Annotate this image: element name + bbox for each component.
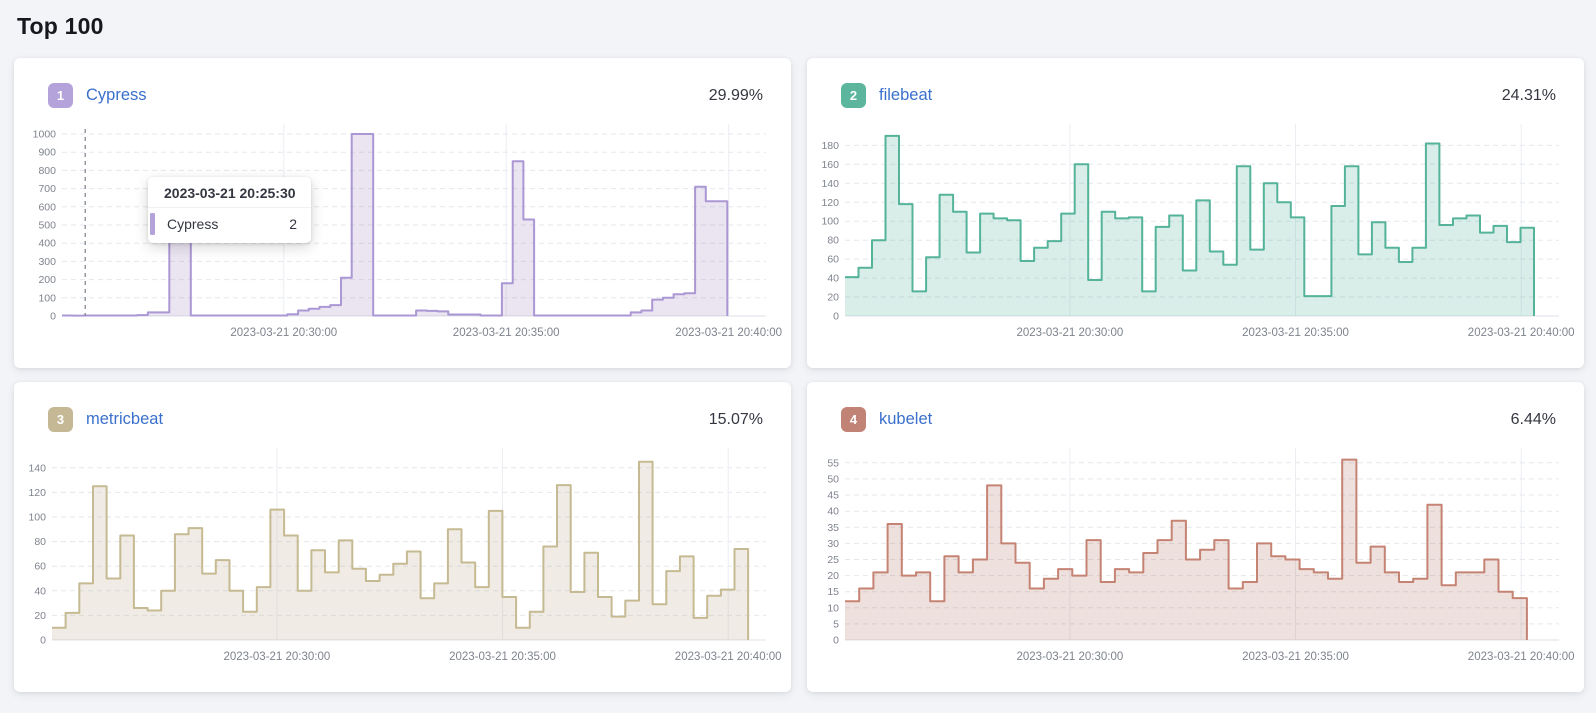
filebeat-area-chart[interactable]: 0 20 40 60 80 100 120 140 160 180 2023-03-21 20:30… [807, 109, 1584, 349]
svg-text:180: 180 [821, 140, 839, 152]
series-name-link[interactable]: kubelet [879, 410, 933, 428]
svg-text:2023-03-21 20:40:00: 2023-03-21 20:40:00 [1468, 327, 1575, 339]
svg-text:200: 200 [38, 274, 56, 286]
svg-text:80: 80 [827, 235, 839, 247]
chart-card-metricbeat: 3 metricbeat 15.07% 0 20 40 60 80 100 120 140 20… [14, 382, 791, 692]
card-header: 3 metricbeat 15.07% [14, 382, 791, 433]
svg-text:20: 20 [827, 292, 839, 304]
svg-text:50: 50 [827, 473, 839, 485]
svg-text:30: 30 [827, 538, 839, 550]
series-name-link[interactable]: metricbeat [86, 410, 164, 428]
tooltip-timestamp: 2023-03-21 20:25:30 [148, 177, 311, 208]
svg-text:2023-03-21 20:30:00: 2023-03-21 20:30:00 [224, 651, 331, 663]
svg-text:20: 20 [827, 570, 839, 582]
svg-text:60: 60 [34, 561, 46, 573]
svg-text:2023-03-21 20:40:00: 2023-03-21 20:40:00 [1468, 651, 1575, 663]
tooltip-series-value: 2 [289, 216, 297, 232]
svg-text:400: 400 [38, 238, 56, 250]
percent-value: 6.44% [1510, 410, 1556, 428]
svg-text:2023-03-21 20:35:00: 2023-03-21 20:35:00 [1242, 327, 1349, 339]
svg-text:120: 120 [28, 487, 46, 499]
rank-badge: 3 [48, 407, 73, 432]
svg-text:20: 20 [34, 610, 46, 622]
kubelet-area-chart[interactable]: 0 5 10 15 20 25 30 35 40 45 50 55 2023-03-21 20:30:0… [807, 433, 1584, 673]
svg-text:0: 0 [833, 311, 839, 323]
tooltip-series-name: Cypress [167, 216, 219, 232]
svg-text:35: 35 [827, 522, 839, 534]
series-color-marker [150, 213, 155, 235]
svg-text:25: 25 [827, 554, 839, 566]
svg-text:600: 600 [38, 201, 56, 213]
series-name-link[interactable]: Cypress [86, 86, 147, 104]
svg-text:100: 100 [821, 216, 839, 228]
metricbeat-area-chart[interactable]: 0 20 40 60 80 100 120 140 2023-03-21 20:30:00 202… [14, 433, 791, 673]
svg-text:2023-03-21 20:40:00: 2023-03-21 20:40:00 [675, 327, 782, 339]
card-header: 2 filebeat 24.31% [807, 58, 1584, 109]
svg-text:140: 140 [821, 178, 839, 190]
svg-text:60: 60 [827, 254, 839, 266]
rank-badge: 4 [841, 407, 866, 432]
svg-text:2023-03-21 20:35:00: 2023-03-21 20:35:00 [1242, 651, 1349, 663]
card-header: 1 Cypress 29.99% [14, 58, 791, 109]
svg-text:2023-03-21 20:40:00: 2023-03-21 20:40:00 [675, 651, 782, 663]
svg-text:40: 40 [34, 585, 46, 597]
svg-text:80: 80 [34, 536, 46, 548]
svg-text:0: 0 [50, 311, 56, 323]
svg-text:120: 120 [821, 197, 839, 209]
svg-text:700: 700 [38, 183, 56, 195]
rank-badge: 2 [841, 83, 866, 108]
svg-text:0: 0 [833, 635, 839, 647]
svg-text:55: 55 [827, 457, 839, 469]
svg-text:800: 800 [38, 165, 56, 177]
svg-text:2023-03-21 20:30:00: 2023-03-21 20:30:00 [1017, 327, 1124, 339]
svg-text:0: 0 [40, 635, 46, 647]
svg-text:500: 500 [38, 220, 56, 232]
svg-text:140: 140 [28, 462, 46, 474]
svg-text:40: 40 [827, 506, 839, 518]
percent-value: 24.31% [1501, 86, 1556, 104]
svg-text:100: 100 [38, 292, 56, 304]
page-title: Top 100 [17, 13, 104, 39]
svg-text:2023-03-21 20:35:00: 2023-03-21 20:35:00 [453, 327, 560, 339]
tooltip-series-row: Cypress 2 [148, 208, 311, 243]
card-header: 4 kubelet 6.44% [807, 382, 1584, 433]
chart-card-grid: 1 Cypress 29.99% 0 100 200 300 400 500 600 700 8… [14, 58, 1584, 692]
svg-text:45: 45 [827, 490, 839, 502]
cypress-area-chart[interactable]: 0 100 200 300 400 500 600 700 800 900 1000 2023-03-… [14, 109, 791, 349]
svg-text:300: 300 [38, 256, 56, 268]
svg-text:2023-03-21 20:35:00: 2023-03-21 20:35:00 [449, 651, 556, 663]
chart-card-filebeat: 2 filebeat 24.31% 0 20 40 60 80 100 120 140 160 1… [807, 58, 1584, 368]
series-name-link[interactable]: filebeat [879, 86, 933, 104]
svg-text:40: 40 [827, 273, 839, 285]
svg-text:100: 100 [28, 512, 46, 524]
chart-card-cypress: 1 Cypress 29.99% 0 100 200 300 400 500 600 700 8… [14, 58, 791, 368]
percent-value: 29.99% [708, 86, 763, 104]
percent-value: 15.07% [708, 410, 763, 428]
chart-tooltip: 2023-03-21 20:25:30 Cypress 2 [148, 177, 311, 243]
rank-badge: 1 [48, 83, 73, 108]
chart-card-kubelet: 4 kubelet 6.44% 0 5 10 15 20 25 30 35 40 45 50 55 20… [807, 382, 1584, 692]
svg-text:5: 5 [833, 618, 839, 630]
svg-text:2023-03-21 20:30:00: 2023-03-21 20:30:00 [1017, 651, 1124, 663]
svg-text:10: 10 [827, 602, 839, 614]
svg-text:15: 15 [827, 586, 839, 598]
svg-text:1000: 1000 [33, 129, 57, 141]
svg-text:160: 160 [821, 159, 839, 171]
svg-text:900: 900 [38, 147, 56, 159]
svg-text:2023-03-21 20:30:00: 2023-03-21 20:30:00 [230, 327, 337, 339]
